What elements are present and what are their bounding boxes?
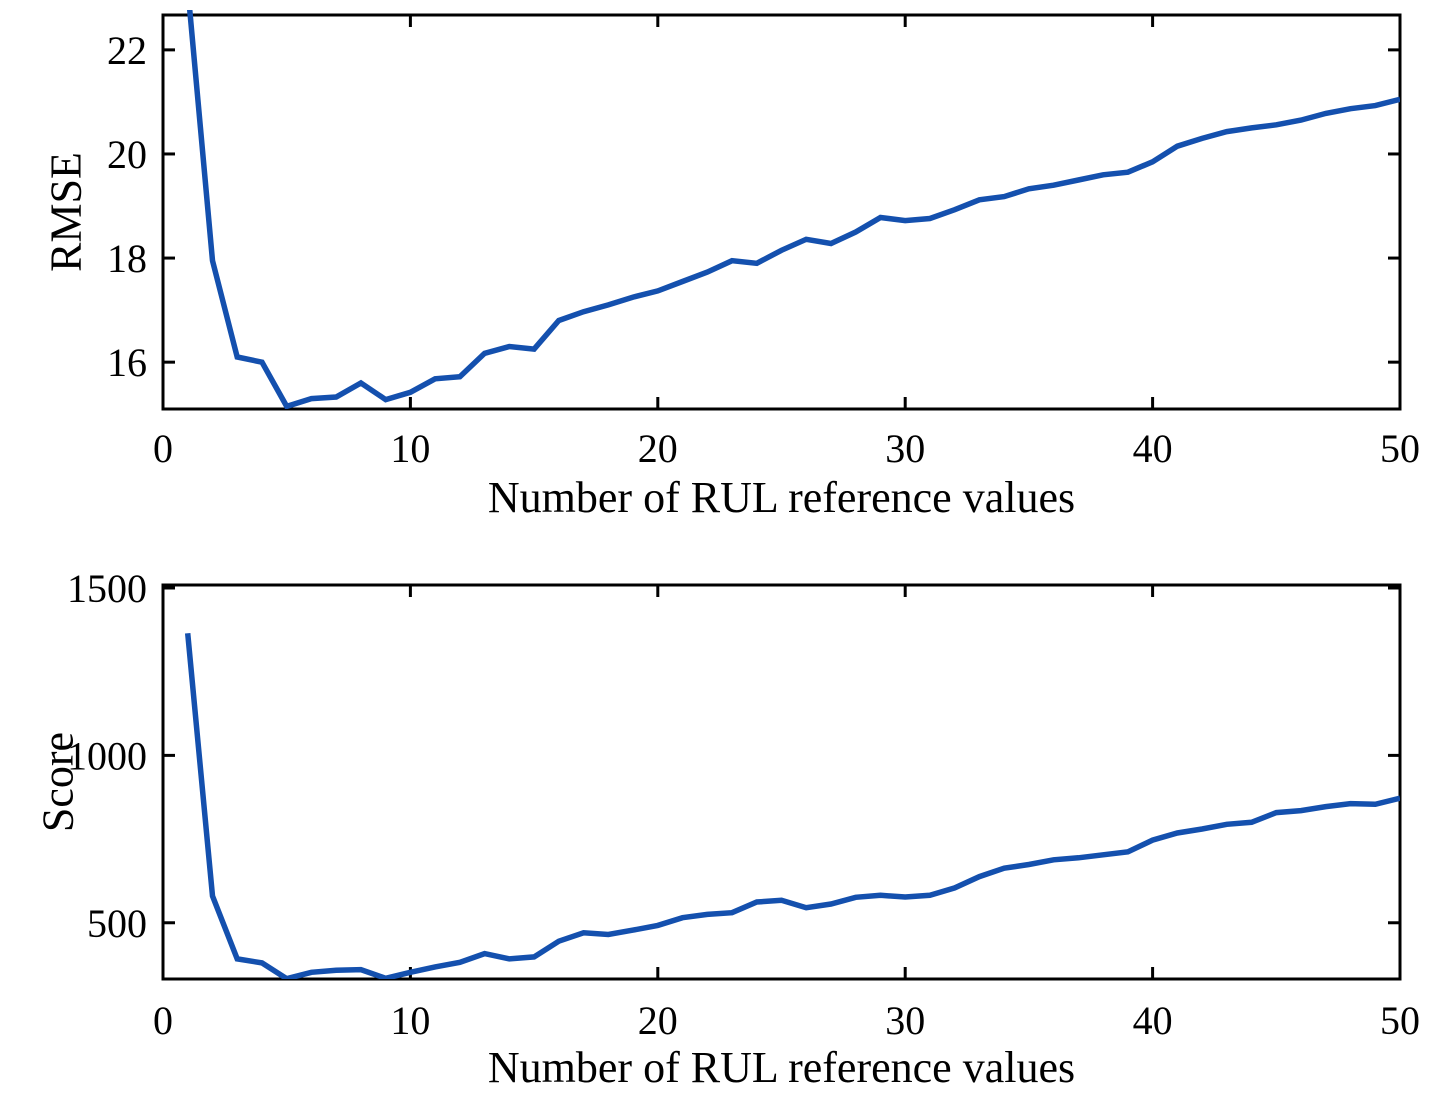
rmse-chart: 0 10 20 30 40 50 16 18 20 22 (107, 10, 1420, 471)
x-tick-label: 30 (885, 426, 925, 471)
score-chart: 0 10 20 30 40 50 500 1000 1500 (67, 566, 1420, 1043)
x-tick-label: 40 (1133, 426, 1173, 471)
x-tick-label: 10 (390, 998, 430, 1043)
y-tick-label: 1500 (67, 566, 147, 611)
y-tick-label: 22 (107, 28, 147, 73)
x-tick-label: 0 (153, 426, 173, 471)
x-tick-label: 30 (885, 998, 925, 1043)
x-tick-label: 20 (638, 998, 678, 1043)
y-tick-label: 20 (107, 132, 147, 177)
x-tick-label: 20 (638, 426, 678, 471)
y-tick-label: 1000 (67, 733, 147, 778)
axes-box (161, 13, 1402, 411)
x-tick-label: 0 (153, 998, 173, 1043)
score-series-line (184, 632, 1400, 979)
rmse-y-axis-label: RMSE (41, 152, 91, 272)
rmse-x-axis-label: Number of RUL reference values (487, 473, 1076, 522)
y-tick-label: 16 (107, 340, 147, 385)
score-y-axis-label: Score (33, 731, 83, 833)
score-x-axis-label: Number of RUL reference values (487, 1043, 1076, 1092)
x-tick-label: 50 (1380, 426, 1420, 471)
y-tick-label: 18 (107, 236, 147, 281)
rmse-series-line (186, 10, 1400, 409)
x-tick-label: 10 (390, 426, 430, 471)
axes-box (161, 583, 1402, 981)
x-tick-label: 40 (1133, 998, 1173, 1043)
y-tick-label: 500 (87, 901, 147, 946)
x-tick-label: 50 (1380, 998, 1420, 1043)
